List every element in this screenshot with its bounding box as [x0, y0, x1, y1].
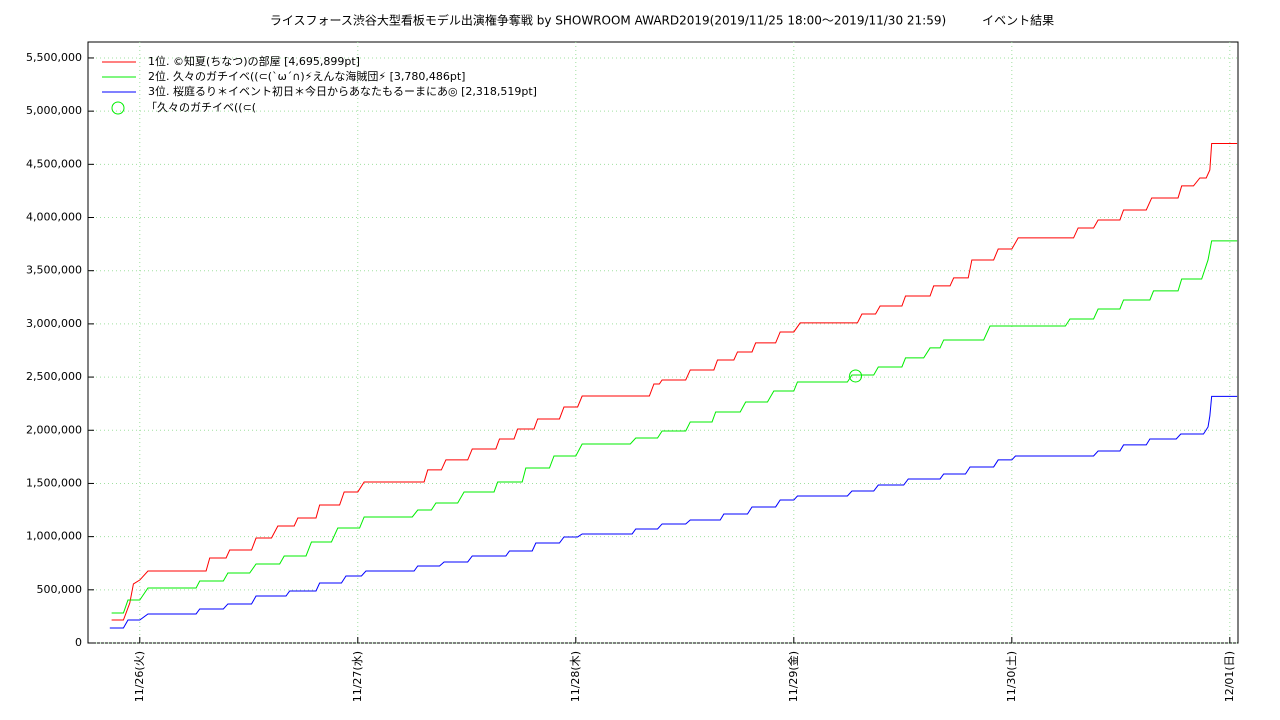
plot-frame: [87, 41, 1239, 644]
y-tick-label: 5,000,000: [26, 104, 82, 117]
chart-title: ライスフォース渋谷大型看板モデル出演権争奪戦 by SHOWROOM AWARD…: [270, 13, 1054, 28]
series-line: [111, 142, 1238, 621]
x-tick-label: 11/30(土): [1005, 651, 1018, 702]
legend-label: 「久々のガチイベ((⊂(: [146, 101, 256, 114]
legend-label: 3位. 桜庭るり＊イベント初日＊今日からあなたもるーまにあ◎ [2,318,51…: [148, 84, 537, 98]
y-tick-label: 2,500,000: [26, 370, 82, 383]
y-tick-label: 0: [75, 636, 82, 649]
legend-label: 2位. 久々のガチイベ((⊂(`ω´∩)⚡えんな海賊団⚡ [3,780,486p…: [148, 69, 465, 83]
y-tick-label: 4,500,000: [26, 157, 82, 170]
x-tick-label: 11/29(金): [786, 651, 800, 702]
y-tick-label: 1,000,000: [26, 530, 82, 543]
y-tick-label: 1,500,000: [26, 476, 82, 489]
marker: [849, 369, 863, 383]
y-tick-label: 4,000,000: [26, 211, 82, 224]
x-tick-label: 11/26(火): [133, 651, 146, 702]
y-tick-label: 3,500,000: [26, 264, 82, 277]
y-tick-label: 3,000,000: [26, 317, 82, 330]
x-tick-label: 11/27(水): [351, 651, 364, 702]
x-tick-label: 11/28(木): [569, 651, 582, 702]
legend-marker: [111, 101, 125, 115]
legend-label: 1位. ©知夏(ちなつ)の部屋 [4,695,899pt]: [148, 54, 360, 68]
y-tick-label: 2,000,000: [26, 423, 82, 436]
series-line: [111, 240, 1238, 614]
x-tick-label: 12/01(日): [1223, 651, 1236, 702]
y-tick-label: 5,500,000: [26, 51, 82, 64]
y-tick-label: 500,000: [37, 583, 83, 596]
series-line: [109, 395, 1238, 629]
